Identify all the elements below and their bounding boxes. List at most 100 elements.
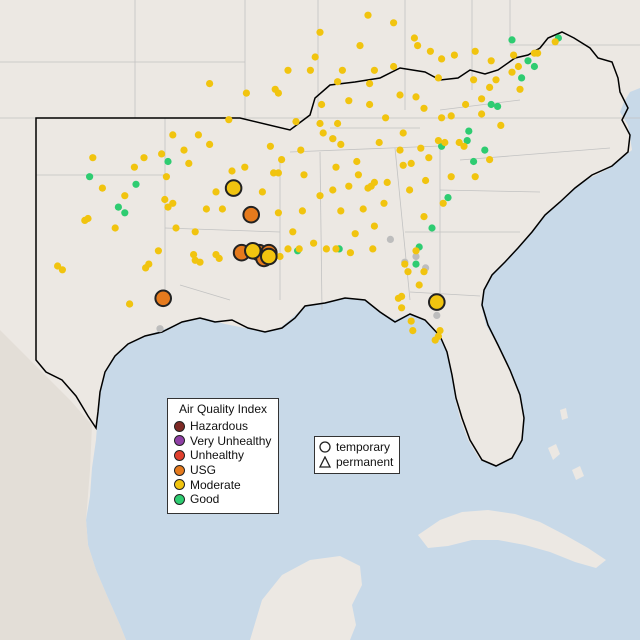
monitor-permanent-moderate bbox=[447, 173, 455, 181]
monitor-permanent-moderate bbox=[434, 137, 442, 145]
monitor-permanent-good bbox=[444, 194, 452, 202]
monitor-permanent-moderate bbox=[399, 161, 407, 169]
monitor-permanent-moderate bbox=[225, 116, 233, 124]
aqi-legend: Air Quality Index Hazardous Very Unhealth… bbox=[167, 398, 279, 514]
monitor-permanent-moderate bbox=[401, 260, 409, 268]
monitor-permanent-good bbox=[412, 260, 420, 268]
monitor-permanent-moderate bbox=[154, 247, 162, 255]
monitor-permanent-moderate bbox=[353, 157, 361, 166]
monitor-permanent-moderate bbox=[196, 258, 204, 266]
monitor-permanent-moderate bbox=[316, 192, 324, 200]
monitor-permanent-good bbox=[481, 146, 489, 154]
monitor-permanent-good bbox=[132, 180, 140, 188]
monitor-permanent-moderate bbox=[206, 80, 214, 88]
monitor-permanent-moderate bbox=[396, 91, 404, 99]
monitor-permanent-moderate bbox=[190, 251, 198, 259]
monitor-temporary-usg bbox=[242, 205, 260, 224]
monitor-permanent-good bbox=[518, 74, 526, 82]
monitor-permanent-moderate bbox=[311, 53, 319, 61]
monitor-permanent-moderate bbox=[478, 110, 486, 118]
monitor-permanent-moderate bbox=[425, 154, 433, 162]
monitor-permanent-moderate bbox=[470, 76, 478, 84]
monitor-permanent-moderate bbox=[410, 34, 418, 42]
monitor-permanent-moderate bbox=[337, 207, 345, 215]
monitor-permanent-moderate bbox=[215, 254, 223, 262]
monitor-permanent-moderate bbox=[412, 247, 420, 255]
monitor-permanent-moderate bbox=[516, 85, 524, 93]
monitor-permanent-moderate bbox=[322, 245, 330, 253]
monitor-permanent-moderate bbox=[145, 260, 153, 268]
monitor-permanent-moderate bbox=[414, 42, 422, 50]
legend-item-label: temporary bbox=[336, 440, 391, 455]
monitor-permanent-moderate bbox=[180, 146, 188, 154]
monitor-permanent-moderate bbox=[89, 154, 97, 162]
monitor-permanent-moderate bbox=[212, 188, 220, 196]
monitor-permanent-moderate bbox=[316, 119, 324, 128]
monitor-permanent-moderate bbox=[54, 262, 62, 270]
monitor-permanent-moderate bbox=[420, 213, 428, 221]
monitor-permanent-moderate bbox=[460, 142, 468, 150]
monitor-permanent-good bbox=[508, 36, 516, 44]
monitor-permanent-moderate bbox=[366, 100, 374, 109]
monitor-permanent-good bbox=[164, 157, 172, 166]
monitor-permanent-moderate bbox=[346, 249, 354, 257]
legend-item-unhealthy: Unhealthy bbox=[174, 448, 272, 463]
monitor-permanent-moderate bbox=[300, 171, 308, 179]
monitor-permanent-moderate bbox=[337, 140, 345, 148]
monitor-permanent-moderate bbox=[394, 294, 402, 302]
monitor-permanent-good bbox=[530, 62, 539, 71]
monitor-permanent-moderate bbox=[406, 186, 414, 194]
monitor-permanent-moderate bbox=[471, 47, 479, 55]
monitor-permanent-moderate bbox=[126, 300, 134, 308]
monitor-permanent-moderate bbox=[364, 11, 372, 19]
monitor-permanent-moderate bbox=[441, 138, 449, 147]
monitor-temporary-usg bbox=[154, 289, 172, 308]
bahamas-island bbox=[560, 408, 568, 420]
monitor-permanent-moderate bbox=[161, 195, 169, 204]
monitor-permanent-moderate bbox=[407, 317, 415, 325]
monitor-permanent-good bbox=[114, 203, 122, 211]
monitor-permanent-moderate bbox=[242, 89, 250, 97]
legend-item-temporary: temporary bbox=[319, 440, 395, 455]
monitor-permanent-moderate bbox=[356, 42, 364, 50]
highlighted-region-outline bbox=[35, 31, 631, 467]
monitor-permanent-moderate bbox=[284, 245, 292, 253]
monitor-permanent-good bbox=[121, 209, 129, 217]
monitor-permanent-moderate bbox=[329, 135, 337, 143]
monitor-permanent-moderate bbox=[492, 76, 500, 84]
monitor-permanent-moderate bbox=[345, 182, 353, 190]
monitor-permanent-moderate bbox=[270, 169, 278, 177]
monitor-type-legend: temporary permanent bbox=[314, 436, 400, 474]
monitor-permanent-moderate bbox=[431, 336, 439, 344]
swatch-icon bbox=[174, 449, 185, 461]
monitor-permanent-moderate bbox=[266, 142, 274, 150]
monitor-permanent-moderate bbox=[370, 178, 378, 186]
legend-item-label: Very Unhealthy bbox=[190, 433, 272, 448]
monitor-temporary-moderate bbox=[260, 247, 278, 266]
cuba-island bbox=[418, 510, 606, 568]
monitor-permanent-moderate bbox=[354, 171, 362, 179]
monitor-permanent-moderate bbox=[218, 205, 226, 213]
monitor-permanent-moderate bbox=[438, 55, 446, 63]
monitor-permanent-moderate bbox=[380, 199, 388, 207]
monitor-permanent-moderate bbox=[364, 184, 372, 192]
swatch-icon bbox=[174, 493, 185, 505]
monitor-permanent-moderate bbox=[98, 184, 106, 192]
monitor-permanent-moderate bbox=[194, 131, 202, 139]
monitor-permanent-moderate bbox=[351, 230, 359, 238]
monitor-permanent-moderate bbox=[169, 199, 177, 207]
monitor-permanent-moderate bbox=[276, 252, 284, 261]
monitor-permanent-moderate bbox=[551, 38, 559, 46]
legend-item-label: permanent bbox=[336, 454, 394, 469]
monitor-permanent-good bbox=[494, 102, 502, 110]
monitor-permanent-moderate bbox=[455, 138, 463, 147]
swatch-icon bbox=[174, 464, 185, 476]
state-borders bbox=[0, 0, 640, 311]
monitor-permanent-moderate bbox=[436, 327, 444, 335]
monitor-permanent-moderate bbox=[334, 119, 342, 128]
monitor-permanent-moderate bbox=[306, 66, 314, 74]
monitor-permanent-good bbox=[465, 127, 473, 135]
monitor-permanent-moderate bbox=[422, 176, 430, 185]
monitor-permanent-moderate bbox=[310, 239, 318, 247]
